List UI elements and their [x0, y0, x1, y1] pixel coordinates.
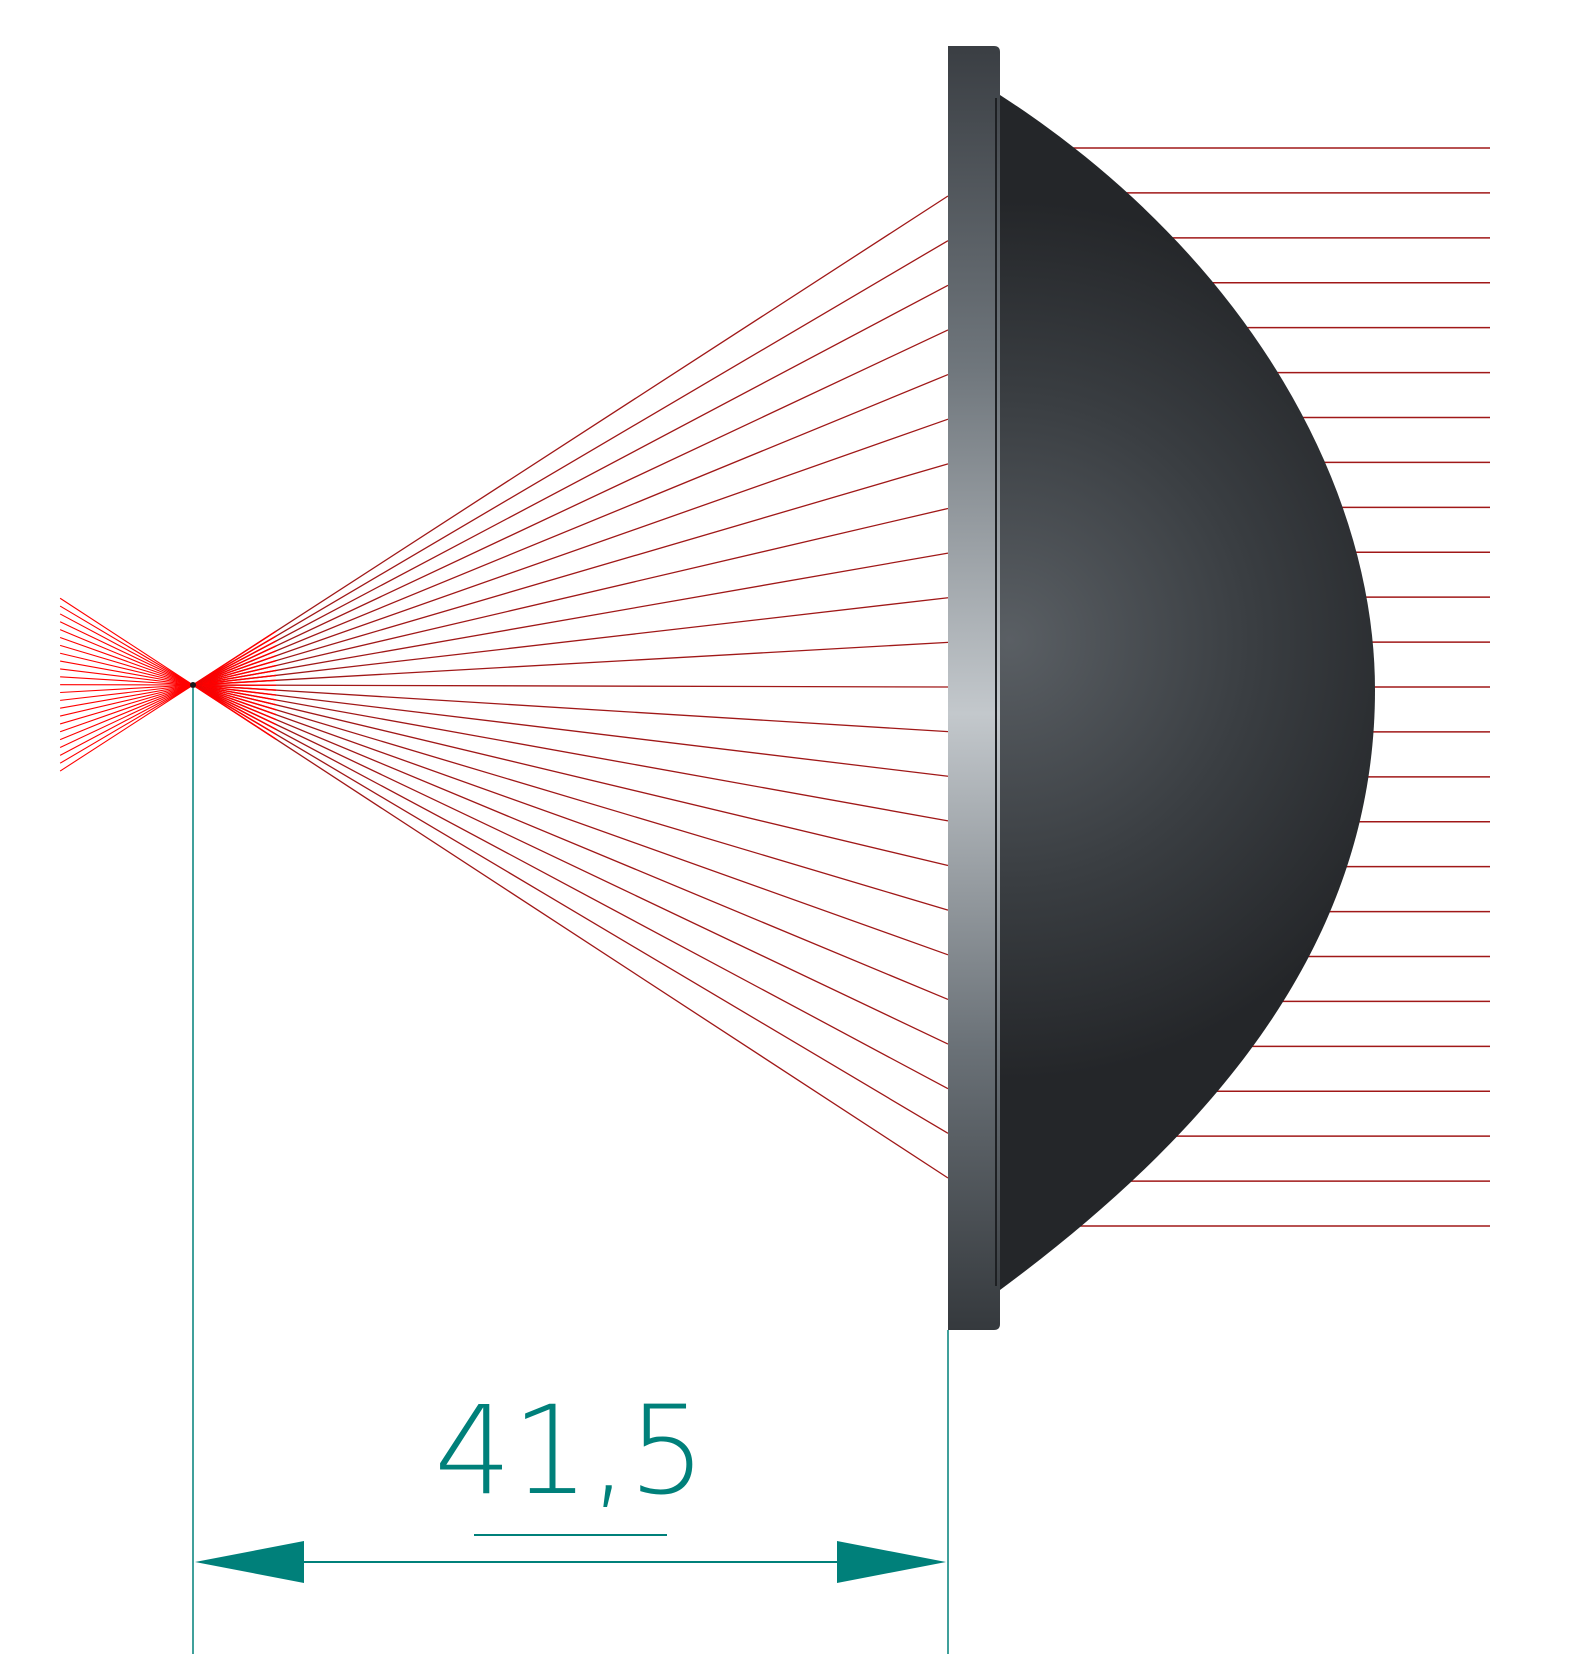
focal-cross-ray — [59, 621, 194, 686]
dimension-arrow-right — [837, 1541, 946, 1583]
focal-bright-ray — [192, 684, 277, 696]
focal-bright-ray — [192, 669, 277, 686]
incident-ray — [192, 463, 949, 686]
incident-ray — [192, 684, 949, 777]
focal-bright-ray — [192, 674, 277, 686]
focal-bright-ray — [192, 640, 277, 686]
focal-bright-ray — [192, 645, 277, 686]
focal-cross-ray — [59, 597, 194, 686]
incident-ray — [192, 329, 949, 686]
incident-ray — [192, 418, 949, 686]
focal-cross-ray — [59, 684, 194, 772]
focal-cross-ray — [59, 644, 194, 686]
focal-bright-ray — [192, 630, 277, 686]
focal-cross-ray — [59, 684, 194, 748]
incident-rays — [192, 195, 949, 1179]
focal-point — [190, 682, 196, 688]
focal-bright-ray — [192, 650, 277, 686]
focal-cross-ray — [60, 676, 194, 686]
focal-bright-ray — [192, 684, 277, 716]
focal-bright-ray — [192, 684, 277, 691]
focal-bright-ray — [192, 684, 277, 740]
focal-cross-ray — [60, 660, 194, 686]
incident-ray — [192, 684, 949, 867]
focal-bright-ray — [192, 684, 277, 721]
focal-cross-ray — [60, 684, 194, 701]
incident-ray — [192, 684, 949, 1179]
focal-cross-ray — [59, 684, 194, 764]
incident-ray — [192, 507, 949, 686]
focal-bright-ray — [192, 684, 277, 701]
incident-ray — [192, 684, 949, 956]
incident-ray — [192, 284, 949, 686]
lens-flange — [948, 46, 1000, 1330]
focal-cross-ray — [59, 636, 194, 686]
dimension-arrow-left — [195, 1541, 304, 1583]
focal-cross-ray — [59, 613, 194, 686]
incident-ray — [192, 552, 949, 686]
incident-ray — [192, 195, 949, 686]
focal-cross-ray — [60, 684, 194, 709]
focal-cross-ray — [59, 629, 194, 686]
focal-cross-ray — [60, 684, 194, 694]
incident-ray — [192, 684, 949, 1045]
focal-bright-ray — [192, 684, 277, 731]
incident-ray — [192, 684, 949, 1134]
incident-ray — [192, 684, 949, 1090]
focal-cross-ray — [60, 668, 194, 686]
focal-cross-rays — [59, 597, 194, 772]
lens-dome — [1000, 95, 1375, 1290]
incident-ray — [192, 684, 949, 911]
focal-cross-ray — [59, 684, 194, 725]
focal-cross-ray — [59, 684, 194, 733]
focal-bright-ray — [192, 684, 277, 706]
focal-bright-ray — [192, 679, 277, 686]
incident-ray — [192, 240, 949, 686]
incident-ray — [192, 684, 949, 822]
focal-bright-ray — [192, 684, 277, 726]
focal-cross-ray — [59, 605, 194, 686]
focal-cross-ray — [59, 684, 194, 741]
dimension-value: 41,5 — [434, 1380, 706, 1522]
incident-ray — [192, 597, 949, 686]
focal-cross-ray — [59, 684, 194, 717]
incident-ray — [192, 684, 949, 1001]
focal-bright-ray — [192, 655, 277, 686]
focal-bright-ray — [192, 664, 277, 686]
incident-ray — [192, 373, 949, 686]
focal-bright-ray — [192, 659, 277, 686]
incident-ray — [192, 684, 949, 733]
incident-ray — [192, 641, 949, 686]
focal-bright-ray — [192, 635, 277, 686]
incident-ray — [192, 684, 949, 688]
focal-cross-ray — [59, 684, 194, 756]
focal-bright-ray — [192, 684, 277, 711]
focal-cross-ray — [59, 652, 194, 686]
